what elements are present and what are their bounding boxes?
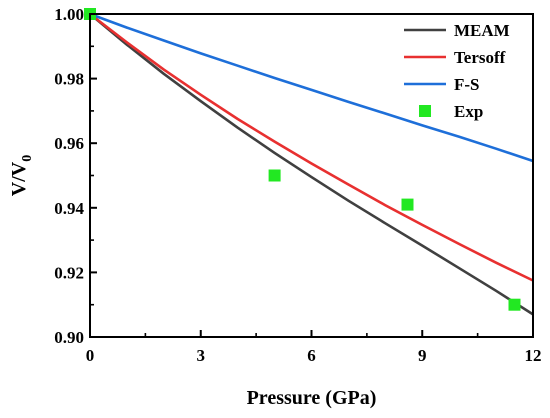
data-point-exp <box>508 298 521 311</box>
y-tick-label: 0.94 <box>54 199 84 218</box>
legend: MEAM Tersoff F-S Exp <box>404 21 510 121</box>
y-tick-label: 0.98 <box>54 70 84 89</box>
series-line-meam <box>89 13 534 316</box>
y-tick-label: 0.90 <box>54 328 84 347</box>
y-axis-title: V/V0 <box>8 155 35 196</box>
data-point-exp <box>268 169 281 182</box>
legend-swatch-exp <box>419 105 431 117</box>
y-tick-label: 0.96 <box>54 134 84 153</box>
x-axis-title: Pressure (GPa) <box>247 387 377 409</box>
x-tick-label: 6 <box>307 346 316 365</box>
series-layer <box>84 8 534 316</box>
axes-layer: 0 3 6 9 12 0.90 0.92 0.94 0.96 0.98 1.00 Pressure (… <box>8 5 542 409</box>
legend-label-f-s: F-S <box>454 75 480 94</box>
x-tick-label: 12 <box>525 346 542 365</box>
x-tick-label: 9 <box>418 346 427 365</box>
x-tick-label: 3 <box>197 346 206 365</box>
y-tick-label: 1.00 <box>54 5 84 24</box>
legend-label-tersoff: Tersoff <box>454 48 506 67</box>
series-line-tersoff <box>89 12 534 282</box>
series-line-f-s <box>89 12 534 163</box>
legend-label-meam: MEAM <box>454 21 510 40</box>
x-tick-label: 0 <box>86 346 95 365</box>
legend-label-exp: Exp <box>454 102 483 121</box>
y-tick-label: 0.92 <box>54 263 84 282</box>
data-point-exp <box>401 198 414 211</box>
